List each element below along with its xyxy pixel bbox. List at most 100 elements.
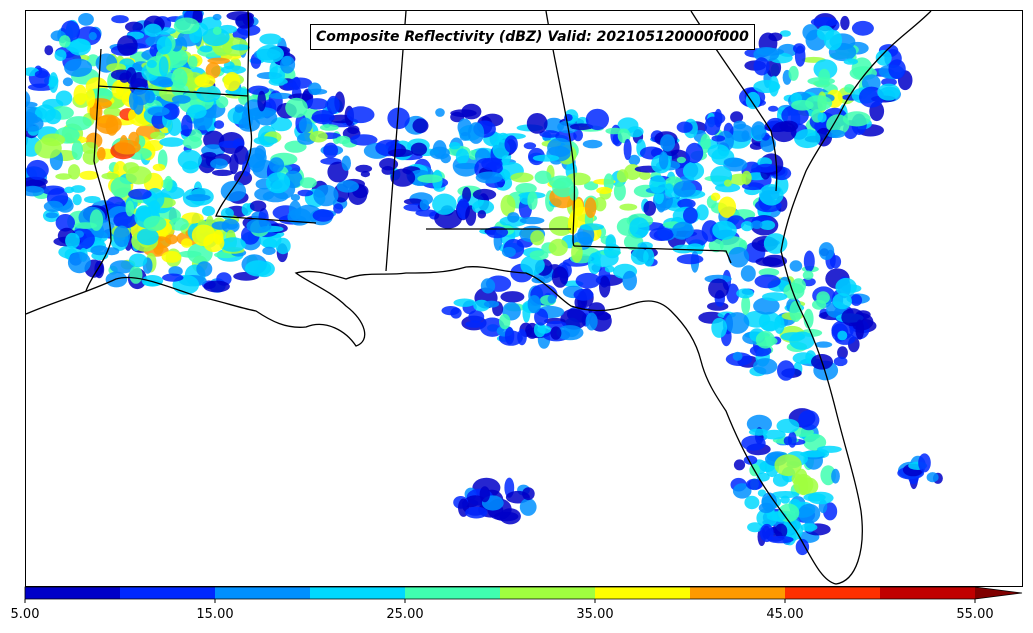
radar-echo: [583, 140, 603, 149]
radar-echo: [677, 122, 693, 133]
radar-echo: [224, 72, 241, 91]
radar-echo: [347, 125, 359, 134]
radar-echo: [877, 84, 900, 101]
radar-echo: [432, 194, 457, 215]
radar-echo: [552, 178, 574, 198]
radar-echo: [159, 56, 169, 76]
radar-echo: [741, 130, 749, 140]
radar-echo: [605, 266, 615, 273]
radar-echo: [741, 221, 753, 231]
radar-echo: [298, 190, 314, 197]
colorbar-segment: [880, 587, 976, 599]
radar-echo: [790, 260, 803, 271]
radar-echo: [832, 293, 852, 309]
radar-echo: [114, 140, 141, 155]
radar-echo: [300, 177, 317, 188]
radar-echo: [741, 436, 765, 451]
radar-echo: [313, 209, 334, 221]
radar-echo: [129, 254, 147, 268]
radar-echo: [188, 56, 197, 69]
radar-echo: [148, 200, 160, 215]
radar-echo: [733, 121, 746, 130]
radar-echo: [476, 172, 503, 184]
radar-echo: [113, 212, 137, 228]
radar-echo: [530, 250, 549, 260]
radar-echo: [181, 238, 192, 248]
radar-echo: [808, 492, 834, 505]
radar-echo: [649, 228, 673, 241]
colorbar-segments: [25, 587, 1022, 603]
radar-echo: [683, 207, 698, 224]
radar-echo: [659, 151, 668, 169]
radar-echo: [327, 96, 340, 114]
radar-echo: [788, 432, 797, 448]
radar-echo: [818, 112, 827, 122]
radar-echo: [528, 295, 541, 313]
colorbar-tick-label: 35.00: [576, 607, 613, 622]
radar-echo: [26, 160, 48, 180]
radar-echo: [207, 58, 230, 64]
radar-echo: [213, 230, 223, 245]
radar-echo: [537, 325, 551, 334]
radar-echo: [46, 212, 59, 218]
radar-echo: [285, 98, 308, 118]
radar-echo: [255, 110, 278, 126]
radar-echo: [876, 50, 892, 66]
radar-echo: [588, 253, 601, 275]
radar-echo: [116, 81, 124, 97]
colorbar-segment: [785, 587, 881, 599]
radar-echo: [84, 196, 101, 203]
colorbar-tick-label: 55.00: [956, 607, 993, 622]
radar-echo: [686, 143, 704, 163]
radar-echo: [574, 289, 594, 301]
radar-echo: [413, 118, 429, 133]
radar-echo: [63, 77, 73, 86]
radar-echo: [162, 274, 183, 282]
radar-echo: [347, 106, 375, 123]
radar-echo: [841, 308, 864, 326]
radar-echo: [619, 204, 637, 211]
radar-echo: [311, 114, 335, 122]
radar-echo: [798, 504, 820, 524]
radar-echo: [834, 357, 848, 366]
radar-echo: [280, 56, 295, 74]
radar-echo: [221, 181, 246, 202]
radar-echo: [44, 45, 53, 55]
radar-echo: [292, 77, 300, 90]
radar-echo: [73, 194, 82, 205]
radar-echo: [851, 294, 863, 306]
radar-echo: [840, 16, 849, 30]
radar-echo: [74, 222, 97, 229]
radar-echo: [580, 223, 604, 230]
radar-echo: [242, 108, 253, 129]
radar-echo: [751, 121, 766, 140]
radar-echo: [486, 226, 508, 238]
radar-echo: [502, 247, 516, 257]
radar-echo: [712, 135, 726, 141]
colorbar-segment: [310, 587, 406, 599]
radar-echo: [204, 281, 230, 293]
radar-echo: [142, 275, 164, 287]
radar-echo: [793, 43, 805, 53]
colorbar: [0, 586, 1033, 606]
radar-echo: [749, 429, 768, 436]
radar-echo: [548, 294, 556, 303]
radar-echo: [852, 21, 874, 36]
radar-echo: [533, 155, 559, 162]
radar-echo: [768, 536, 794, 543]
radar-echo: [746, 92, 761, 109]
radar-echo: [767, 511, 787, 521]
radar-echo: [235, 14, 254, 29]
radar-echo: [111, 15, 129, 23]
colorbar-segment: [25, 587, 121, 599]
radar-echo: [388, 149, 413, 157]
radar-echo: [714, 109, 722, 128]
radar-echo: [188, 77, 196, 92]
radar-echo: [194, 74, 215, 87]
radar-echo: [66, 116, 92, 130]
radar-echo: [313, 185, 338, 207]
radar-echo: [751, 220, 762, 229]
radar-echo: [624, 139, 632, 160]
radar-echo: [756, 164, 777, 173]
radar-echo: [213, 14, 222, 20]
